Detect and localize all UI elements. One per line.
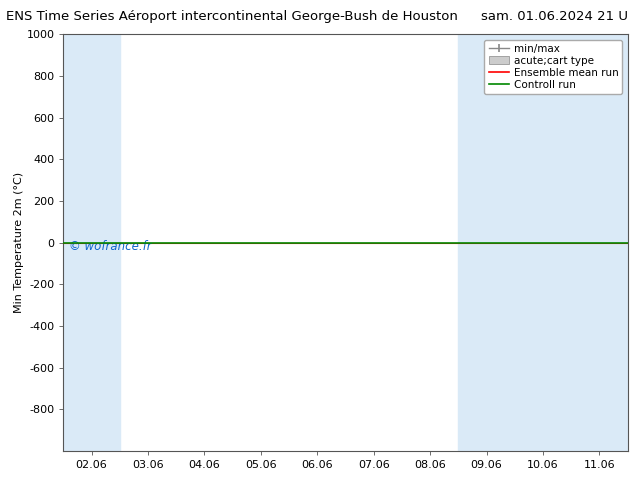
- Bar: [63, 34, 120, 451]
- Bar: [571, 34, 628, 451]
- Text: © wofrance.fr: © wofrance.fr: [69, 241, 152, 253]
- Text: sam. 01.06.2024 21 U: sam. 01.06.2024 21 U: [481, 10, 628, 23]
- Bar: [458, 34, 571, 451]
- Y-axis label: Min Temperature 2m (°C): Min Temperature 2m (°C): [13, 172, 23, 313]
- Text: ENS Time Series Aéroport intercontinental George-Bush de Houston: ENS Time Series Aéroport intercontinenta…: [6, 10, 458, 23]
- Legend: min/max, acute;cart type, Ensemble mean run, Controll run: min/max, acute;cart type, Ensemble mean …: [484, 40, 623, 94]
